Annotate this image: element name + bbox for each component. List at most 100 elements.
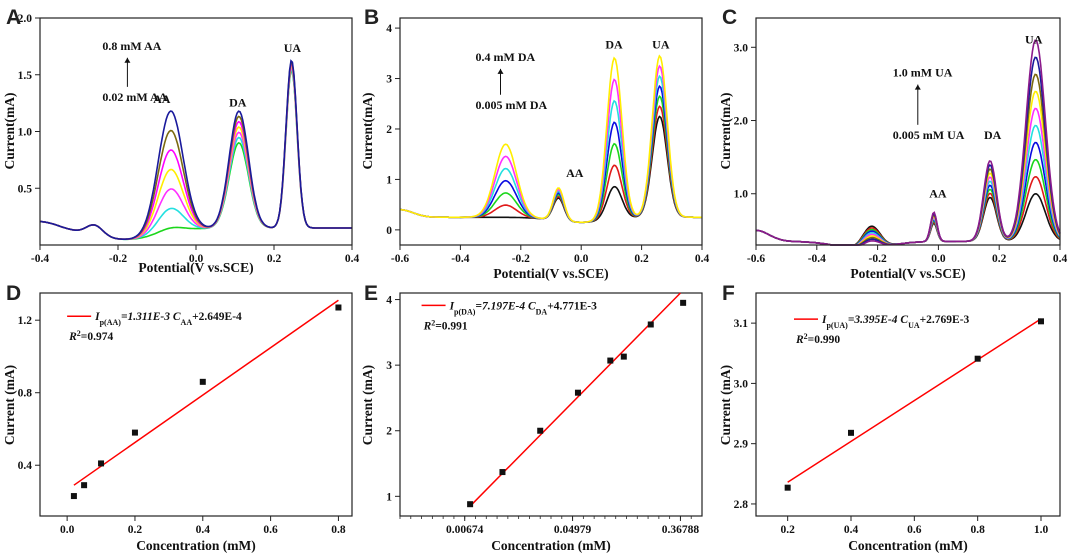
x-tick-label: 1.0 [1034, 524, 1049, 536]
y-tick-label: 4 [386, 295, 392, 307]
x-tick-label: 0.2 [992, 253, 1007, 265]
voltammogram-series-line [756, 39, 1061, 246]
panel-label: B [364, 6, 379, 29]
r-squared-symbol: R [795, 334, 804, 346]
y-tick-label: 3.0 [734, 378, 749, 390]
y-tick-label: 2 [386, 124, 392, 136]
y-tick-label: 3 [386, 360, 392, 372]
data-point-marker [647, 321, 654, 328]
conc-low-label: 0.02 mM AA [102, 90, 167, 104]
data-point-marker [1038, 318, 1044, 325]
x-tick-label: -0.6 [391, 253, 409, 265]
y-tick-label: 1.0 [18, 127, 33, 139]
y-tick-label: 2 [386, 426, 392, 438]
r-squared-exponent: 2 [804, 332, 808, 341]
y-tick-label: 3 [386, 74, 392, 86]
x-axis-label: Potential(V vs.SCE) [850, 266, 965, 281]
r-squared: R2=0.990 [795, 332, 840, 347]
y-tick-label: 2.0 [18, 13, 33, 25]
plot-frame [39, 292, 353, 517]
voltammogram-series-line [756, 56, 1061, 246]
linear-fit-line [73, 299, 339, 486]
panel-label: C [722, 6, 737, 29]
x-axis-label: Concentration (mM) [848, 538, 968, 553]
fit-equation-part: I [821, 314, 827, 326]
voltammogram-series-line [40, 59, 352, 240]
y-tick-label: 2.9 [734, 439, 749, 451]
y-tick-label: 0.4 [18, 460, 33, 472]
increase-arrowhead [914, 84, 921, 90]
x-tick-label: 0.0 [574, 253, 589, 265]
peak-label: DA [229, 96, 247, 110]
data-point-marker [974, 355, 981, 362]
y-tick-label: 0.8 [18, 388, 33, 400]
x-axis-label: Potential(V vs.SCE) [493, 266, 608, 281]
peak-label: DA [984, 128, 1002, 142]
fit-equation: Ip(UA)=3.395E-4 CUA+2.769E-3 [821, 314, 970, 330]
data-point-marker [335, 304, 342, 311]
fit-equation-part: +2.769E-3 [920, 314, 970, 326]
x-tick-label: 0.4 [345, 253, 360, 265]
data-point-marker [537, 427, 544, 434]
panel-label: A [6, 6, 21, 29]
conc-low-label: 0.005 mM DA [476, 98, 548, 112]
fit-equation-part: DA [536, 307, 548, 316]
y-tick-label: 1.2 [18, 315, 33, 327]
linear-fit-line [787, 318, 1042, 483]
x-tick-label: 0.4 [196, 524, 211, 536]
fit-equation: Ip(DA)=7.197E-4 CDA+4.771E-3 [449, 300, 598, 316]
x-tick-label: 0.2 [634, 253, 649, 265]
data-point-marker [131, 429, 138, 436]
r-squared-value: =0.990 [808, 334, 841, 346]
plot-frame [39, 17, 353, 246]
x-tick-label: 0.0 [189, 253, 204, 265]
fit-equation-part: +2.649E-4 [192, 311, 242, 323]
y-axis-label: Current (mA) [2, 365, 17, 445]
data-point-marker [467, 501, 474, 508]
y-tick-label: 1 [386, 491, 392, 503]
r-squared-exponent: 2 [431, 318, 435, 327]
x-tick-label: 0.04979 [554, 524, 592, 536]
fit-equation-part: p(UA) [826, 321, 848, 330]
x-axis-label: Concentration (mM) [491, 538, 611, 553]
panel-label: F [722, 282, 735, 305]
y-tick-label: 1 [386, 174, 392, 186]
y-tick-label: 1.5 [18, 70, 33, 82]
conc-high-label: 0.4 mM DA [476, 50, 536, 64]
x-tick-label: 0.4 [844, 524, 859, 536]
data-point-marker [620, 353, 627, 360]
peak-label: UA [284, 41, 302, 55]
chart-panel-f: 0.2 0.4 0.6 0.8 1.0 2.8 2.9 3.0 3.1 F Concentratio… [718, 282, 1061, 553]
fit-equation: Ip(AA)=1.311E-3 CAA+2.649E-4 [94, 311, 242, 327]
chart-panel-d: 0.0 0.2 0.4 0.6 0.8 0.4 0.8 1.2 D Concentration (… [2, 282, 353, 553]
fit-equation-part: +4.771E-3 [547, 300, 597, 312]
voltammogram-series-line [400, 54, 702, 224]
increase-arrowhead [124, 57, 131, 63]
data-point-marker [574, 389, 581, 396]
y-axis-label: Current (mA) [360, 365, 375, 445]
x-tick-label: -0.2 [512, 253, 530, 265]
fit-equation-part: =3.395E-4 C [848, 314, 909, 326]
x-tick-label: 0.2 [128, 524, 143, 536]
y-axis-label: Current (mA) [718, 365, 733, 445]
fit-equation-part: UA [908, 321, 920, 330]
chart-panel-c: -0.6 -0.4 -0.2 0.0 0.2 0.4 1.0 2.0 3.0 C Potential… [718, 6, 1067, 281]
fit-equation-part: p(AA) [100, 318, 122, 327]
r-squared-value: =0.991 [435, 320, 468, 332]
x-tick-label: -0.4 [31, 253, 49, 265]
y-tick-label: 3.0 [734, 42, 749, 54]
peak-label: UA [652, 37, 670, 51]
voltammogram-series-line [756, 192, 1061, 246]
x-tick-label: 0.6 [907, 524, 922, 536]
data-point-marker [81, 482, 88, 489]
plot-frame [755, 17, 1061, 246]
data-point-marker [499, 469, 506, 476]
fit-equation-part: =1.311E-3 C [121, 311, 181, 323]
y-tick-label: 4 [386, 23, 392, 35]
data-point-marker [848, 429, 854, 436]
x-tick-label: 0.0 [931, 253, 946, 265]
chart-panel-b: -0.6 -0.4 -0.2 0.0 0.2 0.4 0 1 2 3 4B Potential(V v… [360, 6, 709, 281]
x-axis-label: Potential(V vs.SCE) [138, 260, 253, 275]
x-tick-label: -0.4 [451, 253, 469, 265]
x-tick-label: 0.2 [780, 524, 795, 536]
